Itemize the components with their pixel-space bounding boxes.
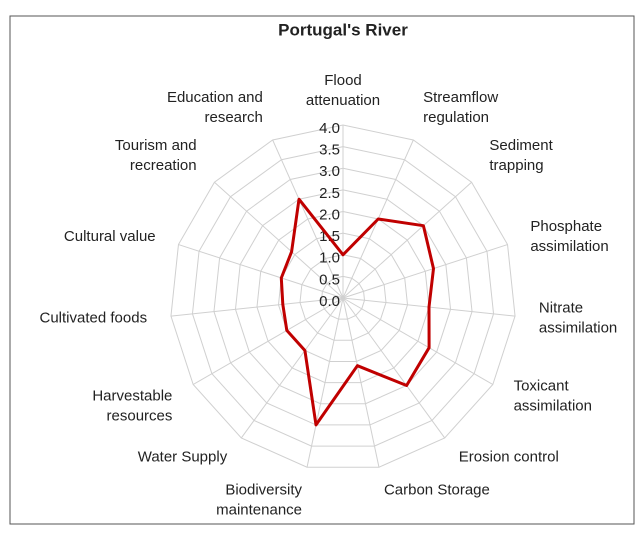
category-label: Flood attenuation xyxy=(306,72,380,109)
chart-frame xyxy=(9,15,635,525)
grid-line xyxy=(299,254,387,341)
spoke xyxy=(240,297,344,439)
category-label: Tourism and recreation xyxy=(115,137,197,174)
grid-line xyxy=(191,146,495,447)
spoke xyxy=(214,181,344,299)
grid-line xyxy=(256,210,430,384)
chart-title: Portugal's River xyxy=(278,20,408,39)
category-label: Erosion control xyxy=(459,448,559,465)
grid-line xyxy=(234,189,452,405)
category-label: Toxicant assimilation xyxy=(514,377,592,414)
y-tick-label: 4.0 xyxy=(319,120,340,137)
spoke xyxy=(342,297,380,468)
spoke xyxy=(342,181,472,299)
category-label: Water Supply xyxy=(138,448,228,465)
category-label: Cultural value xyxy=(64,228,156,245)
spoke xyxy=(342,297,446,439)
category-label: Education and research xyxy=(167,89,263,126)
spoke xyxy=(192,297,344,385)
category-label: Harvestable resources xyxy=(92,387,172,424)
y-tick-label: 0.5 xyxy=(319,271,340,288)
spoke xyxy=(306,297,344,468)
category-label: Streamflow regulation xyxy=(423,89,498,126)
category-label: Carbon Storage xyxy=(384,482,490,499)
spoke xyxy=(342,244,508,299)
category-label: Biodiversity maintenance xyxy=(216,482,302,519)
y-tick-label: 2.0 xyxy=(319,206,340,223)
grid-line xyxy=(277,232,409,362)
y-tick-label: 0.0 xyxy=(319,293,340,310)
spoke xyxy=(170,297,344,317)
y-tick-label: 3.5 xyxy=(319,142,340,159)
category-label: Nitrate assimilation xyxy=(539,300,617,337)
grid-line xyxy=(213,167,473,426)
series-line xyxy=(279,197,435,427)
spoke xyxy=(272,139,344,299)
y-tick-label: 1.0 xyxy=(319,250,340,267)
spoke xyxy=(178,244,344,299)
category-label: Sediment trapping xyxy=(489,137,553,174)
category-label: Phosphate assimilation xyxy=(530,218,608,255)
y-tick-label: 3.0 xyxy=(319,163,340,180)
grid-line xyxy=(170,124,516,468)
spoke xyxy=(342,297,494,385)
grid-line xyxy=(320,275,366,320)
y-tick-label: 2.5 xyxy=(319,185,340,202)
category-label: Cultivated foods xyxy=(40,310,148,327)
